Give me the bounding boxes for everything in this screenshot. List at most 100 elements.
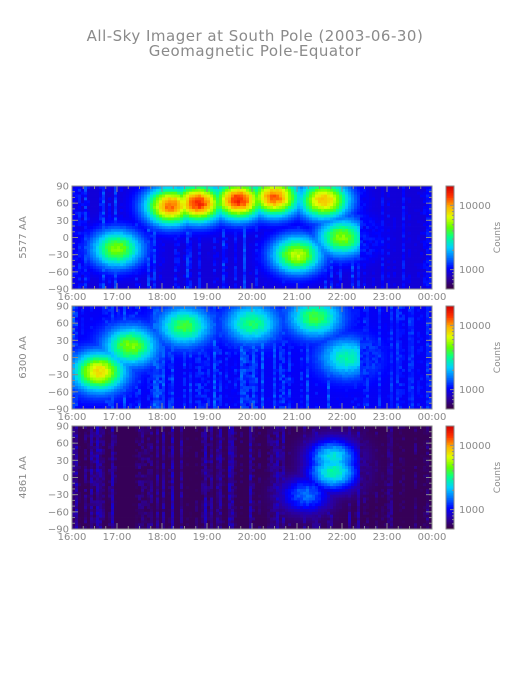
heatmap-cell: [120, 254, 124, 258]
heatmap-cell: [309, 243, 313, 247]
heatmap-cell: [336, 271, 340, 276]
heatmap-cell: [255, 214, 259, 218]
heatmap-cell: [264, 211, 268, 216]
heatmap-cell: [96, 366, 100, 370]
heatmap-cell: [303, 283, 307, 287]
heatmap-cell: [186, 191, 190, 195]
heatmap-cell: [240, 254, 244, 258]
heatmap-cell: [147, 231, 151, 236]
heatmap-cell: [363, 234, 367, 238]
heatmap-cell: [189, 268, 193, 273]
heatmap-cell: [210, 226, 214, 230]
heatmap-cell: [147, 191, 151, 195]
heatmap-cell: [261, 186, 265, 190]
heatmap-cell: [408, 197, 412, 201]
heatmap-cell: [99, 271, 103, 276]
heatmap-cell: [300, 208, 304, 213]
heatmap-cell: [285, 280, 289, 284]
heatmap-cell: [75, 306, 79, 310]
heatmap-cell: [87, 380, 91, 384]
heatmap-cell: [240, 226, 244, 230]
heatmap-cell: [339, 231, 343, 236]
heatmap-cell: [309, 188, 313, 193]
heatmap-cell: [285, 214, 289, 218]
heatmap-cell: [282, 260, 286, 264]
heatmap-cell: [99, 188, 103, 193]
heatmap-cell: [111, 263, 115, 267]
heatmap-cell: [423, 206, 427, 210]
heatmap-cell: [135, 186, 139, 190]
heatmap-cell: [426, 266, 430, 270]
heatmap-cell: [429, 226, 433, 230]
heatmap-cell: [132, 226, 136, 230]
heatmap-cell: [78, 326, 82, 330]
heatmap-cell: [345, 286, 349, 290]
heatmap-cell: [414, 240, 418, 244]
heatmap-cell: [393, 234, 397, 238]
heatmap-cell: [354, 228, 358, 233]
heatmap-cell: [78, 274, 82, 278]
heatmap-cell: [360, 286, 364, 290]
heatmap-cell: [312, 243, 316, 247]
heatmap-cell: [429, 240, 433, 244]
heatmap-cell: [234, 286, 238, 290]
heatmap-cell: [84, 280, 88, 284]
heatmap-cell: [402, 280, 406, 284]
heatmap-cell: [162, 203, 166, 207]
heatmap-cell: [270, 188, 274, 193]
heatmap-cell: [408, 246, 412, 250]
heatmap-cell: [177, 203, 181, 207]
heatmap-cell: [228, 200, 232, 204]
heatmap-cell: [159, 228, 163, 233]
heatmap-cell: [168, 271, 172, 276]
heatmap-cell: [366, 260, 370, 264]
heatmap-cell: [393, 223, 397, 227]
heatmap-cell: [108, 234, 112, 238]
heatmap-cell: [423, 251, 427, 256]
heatmap-cell: [138, 237, 142, 241]
heatmap-cell: [309, 266, 313, 270]
heatmap-cell: [105, 223, 109, 227]
heatmap-cell: [369, 203, 373, 207]
heatmap-cell: [228, 194, 232, 198]
heatmap-cell: [312, 191, 316, 195]
heatmap-cell: [144, 228, 148, 233]
heatmap-cell: [153, 280, 157, 284]
heatmap-cell: [156, 234, 160, 238]
colorbar-segment: [446, 261, 454, 264]
heatmap-cell: [252, 266, 256, 270]
heatmap-cell: [375, 280, 379, 284]
heatmap-cell: [144, 243, 148, 247]
heatmap-cell: [150, 271, 154, 276]
heatmap-cell: [243, 206, 247, 210]
heatmap-cell: [168, 188, 172, 193]
heatmap-cell: [96, 220, 100, 224]
heatmap-cell: [348, 228, 352, 233]
heatmap-cell: [327, 194, 331, 198]
heatmap-cell: [411, 254, 415, 258]
heatmap-cell: [123, 214, 127, 218]
heatmap-cell: [72, 237, 76, 241]
heatmap-cell: [381, 194, 385, 198]
heatmap-cell: [369, 211, 373, 216]
heatmap-cell: [423, 234, 427, 238]
heatmap-cell: [264, 274, 268, 278]
heatmap-cell: [78, 260, 82, 264]
heatmap-cell: [243, 277, 247, 281]
heatmap-cell: [78, 223, 82, 227]
heatmap-cell: [339, 280, 343, 284]
heatmap-cell: [381, 260, 385, 264]
heatmap-cell: [84, 406, 88, 410]
heatmap-cell: [303, 191, 307, 195]
heatmap-cell: [195, 214, 199, 218]
heatmap-cell: [147, 234, 151, 238]
heatmap-cell: [180, 254, 184, 258]
heatmap-cell: [369, 194, 373, 198]
heatmap-cell: [213, 274, 217, 278]
heatmap-cell: [93, 214, 97, 218]
heatmap-cell: [336, 286, 340, 290]
heatmap-cell: [174, 208, 178, 213]
heatmap-cell: [174, 217, 178, 221]
heatmap-cell: [402, 277, 406, 281]
heatmap-cell: [84, 248, 88, 253]
